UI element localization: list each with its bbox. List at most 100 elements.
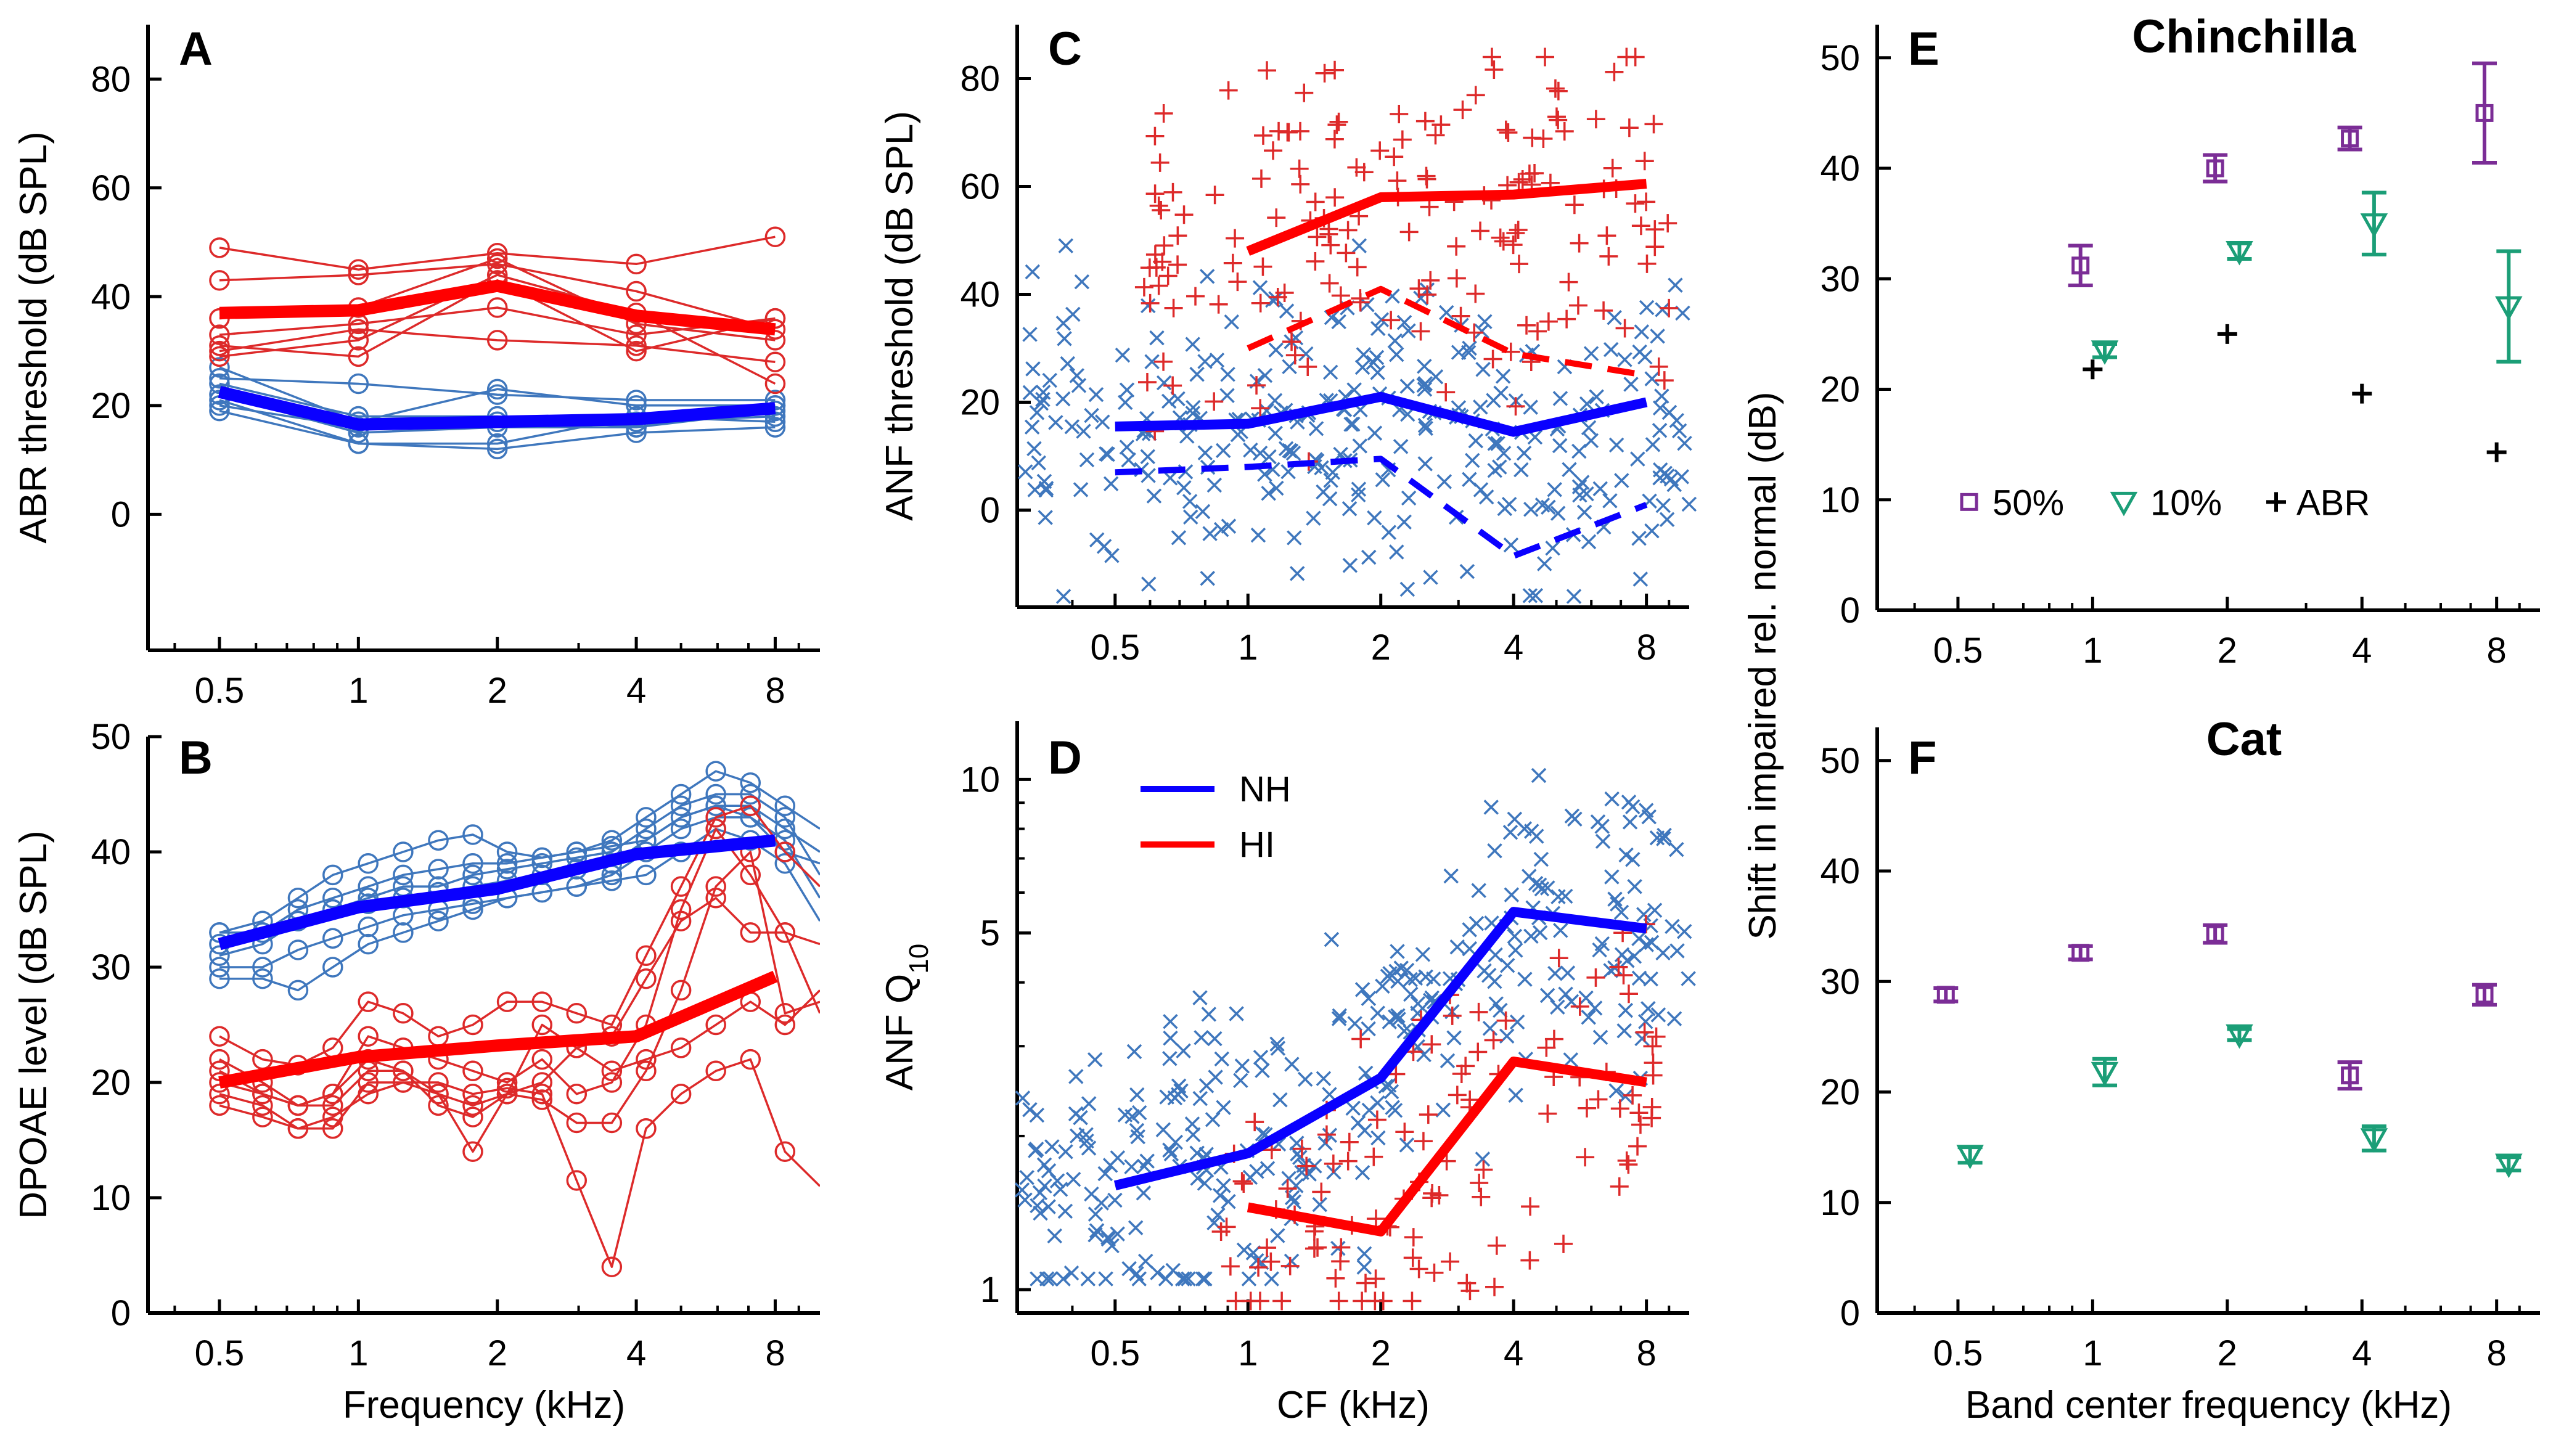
hi-fiber-marker — [1456, 1057, 1475, 1076]
x-tick-label: 2 — [488, 1333, 507, 1373]
nh-median-line — [1115, 391, 1648, 437]
nh-fiber-marker — [1374, 312, 1390, 327]
panel-letter: C — [1048, 23, 1082, 75]
nh-fiber-marker — [1144, 354, 1160, 369]
nh-fiber-marker — [1269, 480, 1284, 496]
hi-fiber-marker — [1594, 301, 1613, 320]
nh-fiber-marker — [1508, 943, 1523, 958]
hi-individual-point — [601, 1256, 623, 1277]
nh-fiber-marker — [1038, 510, 1053, 525]
hi-fiber-marker — [1425, 1263, 1444, 1282]
nh-fiber-marker — [1578, 990, 1594, 1006]
marker-10pct — [2360, 213, 2388, 238]
nh-fiber-marker — [1552, 391, 1568, 406]
nh-fiber-marker — [1100, 1230, 1116, 1245]
nh-fiber-marker — [1128, 1220, 1144, 1235]
hi-fiber-marker — [1457, 1274, 1477, 1293]
hi-fiber-marker — [1174, 205, 1194, 224]
nh-individual-point — [774, 807, 796, 828]
panel-letter: B — [179, 732, 213, 784]
nh-fiber-marker — [1261, 485, 1276, 501]
legend-label-hi: HI — [1239, 825, 1275, 865]
hi-mean-line — [218, 970, 778, 1089]
y-axis-label: DPOAE level (dB SPL) — [12, 830, 55, 1219]
nh-fiber-marker — [1623, 377, 1639, 392]
nh-fiber-marker — [1094, 1195, 1109, 1211]
nh-fiber-marker — [1052, 1182, 1068, 1197]
nh-fiber-marker — [1146, 488, 1162, 504]
y-tick-label: 0 — [1840, 1293, 1860, 1333]
hi-individual-point — [486, 242, 508, 264]
nh-fiber-marker — [1065, 306, 1081, 322]
nh-fiber-marker — [1375, 978, 1390, 994]
hi-fiber-marker — [1348, 258, 1367, 277]
hi-fiber-marker — [1326, 1269, 1345, 1288]
nh-fiber-marker — [1243, 442, 1258, 458]
panel-letter: E — [1908, 23, 1940, 75]
nh-fiber-marker — [1192, 1090, 1208, 1106]
nh-fiber-marker — [1190, 1171, 1205, 1186]
hi-fiber-marker — [1645, 220, 1665, 239]
nh-fiber-marker — [1297, 1071, 1313, 1087]
hi-fiber-marker — [1469, 1002, 1488, 1021]
nh-fiber-marker — [1249, 1164, 1264, 1179]
nh-fiber-marker — [1403, 971, 1418, 988]
nh-fiber-marker — [1459, 563, 1475, 579]
nh-fiber-marker — [1287, 530, 1302, 546]
hi-individual-point — [322, 1083, 343, 1105]
nh-fiber-marker — [1031, 455, 1046, 471]
nh-fiber-marker — [1388, 544, 1404, 560]
nh-fiber-marker — [1655, 945, 1671, 961]
nh-fiber-marker — [1523, 399, 1538, 415]
nh-fiber-marker — [1195, 504, 1211, 520]
nh-fiber-marker — [1540, 880, 1555, 896]
nh-fiber-marker — [1026, 441, 1042, 457]
hi-fiber-marker — [1154, 104, 1173, 123]
nh-fiber-marker — [1025, 361, 1041, 377]
nh-fiber-marker — [1098, 1271, 1113, 1286]
nh-fiber-marker — [1207, 1031, 1223, 1047]
nh-fiber-marker — [1589, 389, 1604, 404]
hi-fiber-marker — [1404, 1228, 1423, 1247]
hi-fiber-marker — [1539, 312, 1558, 331]
hi-individual-point — [348, 346, 369, 367]
nh-fiber-marker — [1089, 1223, 1105, 1238]
hi-fiber-marker — [1261, 1252, 1280, 1271]
nh-fiber-marker — [1418, 420, 1433, 436]
nh-fiber-marker — [1396, 314, 1412, 330]
hi-individual-point — [486, 297, 508, 318]
nh-fiber-marker — [1487, 843, 1502, 859]
nh-fiber-marker — [1129, 1087, 1145, 1103]
nh-fiber-marker — [1161, 393, 1177, 409]
y-tick-label: 80 — [960, 59, 1000, 99]
nh-fiber-marker — [1192, 990, 1208, 1005]
nh-fiber-marker — [1214, 1051, 1230, 1067]
error-bar — [2496, 249, 2521, 364]
nh-fiber-marker — [1581, 420, 1597, 436]
nh-individual-point — [566, 876, 588, 897]
hi-fiber-marker — [1655, 371, 1674, 390]
hi-fiber-marker — [1298, 358, 1317, 377]
hi-fiber-marker — [1399, 223, 1419, 242]
hi-fiber-marker — [1570, 234, 1589, 253]
nh-fiber-marker — [1613, 904, 1629, 920]
hi-individual-point — [287, 1118, 309, 1139]
nh-fiber-marker — [1528, 588, 1544, 603]
nh-fiber-marker — [1163, 1013, 1178, 1029]
hi-individual-line — [219, 851, 820, 1130]
nh-fiber-marker — [1110, 1226, 1125, 1242]
nh-fiber-marker — [1081, 1140, 1097, 1156]
hi-individual-point — [626, 280, 647, 302]
hi-fiber-marker — [1465, 323, 1484, 342]
hi-fiber-marker — [1471, 221, 1490, 240]
hi-individual-line — [219, 274, 776, 385]
nh-fiber-marker — [1117, 1107, 1133, 1123]
nh-fiber-marker — [1069, 368, 1084, 383]
nh-fiber-marker — [1563, 1052, 1579, 1068]
nh-fiber-marker — [1423, 570, 1438, 585]
nh-individual-point — [209, 400, 230, 422]
hi-individual-point — [393, 1060, 414, 1082]
nh-fiber-marker — [1495, 369, 1511, 384]
hi-fiber-marker — [1305, 1239, 1324, 1258]
